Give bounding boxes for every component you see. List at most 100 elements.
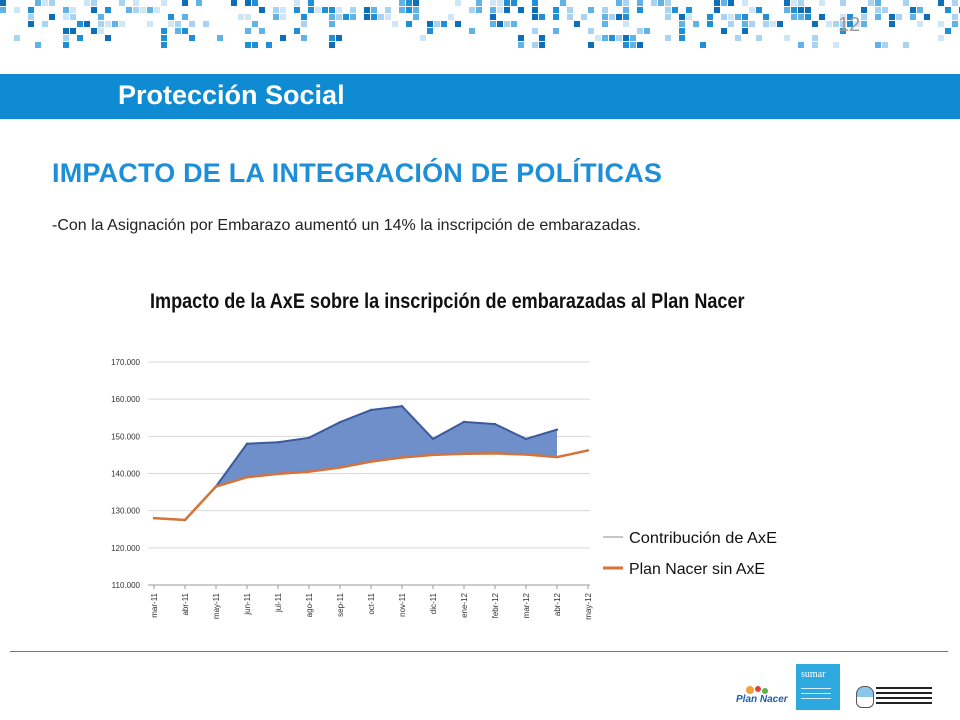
- pixel-square: [875, 42, 881, 48]
- pixel-square: [609, 35, 615, 41]
- pixel-square: [329, 21, 335, 27]
- pixel-square: [532, 42, 538, 48]
- pixel-square: [532, 14, 538, 20]
- pixel-square: [413, 7, 419, 13]
- pixel-square: [805, 14, 811, 20]
- pixel-square: [301, 35, 307, 41]
- pixel-square: [791, 14, 797, 20]
- pixel-square: [385, 7, 391, 13]
- pixel-square: [49, 14, 55, 20]
- pixel-square: [63, 28, 69, 34]
- pixel-square: [413, 14, 419, 20]
- pixel-square: [889, 21, 895, 27]
- pixel-square: [294, 0, 300, 6]
- pixel-square: [364, 14, 370, 20]
- contribution-point: [245, 442, 249, 445]
- pixel-square: [567, 14, 573, 20]
- section-header-bar: Protección Social: [0, 74, 960, 119]
- contribution-area: [154, 406, 557, 520]
- pixel-square: [469, 28, 475, 34]
- x-tick-label: dic-11: [429, 592, 438, 614]
- pixel-square: [294, 28, 300, 34]
- pixel-square: [448, 14, 454, 20]
- pixel-square: [637, 42, 643, 48]
- pixel-square: [749, 7, 755, 13]
- pixel-square: [812, 35, 818, 41]
- pixel-square: [819, 0, 825, 6]
- pixel-square: [14, 7, 20, 13]
- pixel-square: [630, 42, 636, 48]
- pixel-square: [637, 28, 643, 34]
- pixel-square: [350, 14, 356, 20]
- pixel-square: [840, 28, 846, 34]
- pixel-square: [63, 42, 69, 48]
- pixel-square: [875, 7, 881, 13]
- pixel-square: [42, 21, 48, 27]
- pixel-square: [602, 21, 608, 27]
- plan-nacer-point: [400, 456, 404, 459]
- pixel-square: [455, 0, 461, 6]
- pixel-square: [161, 28, 167, 34]
- x-tick-label: mar-12: [522, 592, 531, 618]
- pixel-square: [0, 7, 6, 13]
- pixel-square: [42, 0, 48, 6]
- pixel-square: [532, 28, 538, 34]
- pixel-square: [889, 14, 895, 20]
- pixel-square: [28, 21, 34, 27]
- pixel-square: [469, 7, 475, 13]
- x-tick-label: oct-11: [367, 592, 376, 614]
- pixel-square: [721, 14, 727, 20]
- pixel-square: [756, 35, 762, 41]
- pixel-square: [924, 14, 930, 20]
- pixel-square: [665, 0, 671, 6]
- pixel-square: [196, 0, 202, 6]
- contribution-point: [462, 420, 466, 424]
- pixel-square: [623, 42, 629, 48]
- pixel-square: [14, 35, 20, 41]
- pixel-square: [791, 7, 797, 13]
- pixel-square: [665, 14, 671, 20]
- pixel-square: [938, 21, 944, 27]
- pixel-square: [329, 7, 335, 13]
- pixel-square: [35, 42, 41, 48]
- pixel-square: [777, 21, 783, 27]
- pixel-square: [168, 21, 174, 27]
- pixel-square: [182, 28, 188, 34]
- pixel-square: [728, 21, 734, 27]
- chart-title: Impacto de la AxE sobre la inscripción d…: [150, 290, 745, 313]
- pixel-square: [917, 21, 923, 27]
- pixel-square: [392, 21, 398, 27]
- pixel-square: [133, 7, 139, 13]
- pixel-square: [245, 42, 251, 48]
- pixel-square: [112, 21, 118, 27]
- coat-of-arms-icon: [856, 686, 874, 708]
- pixel-square: [245, 0, 251, 6]
- pixel-square: [686, 7, 692, 13]
- pixel-square: [490, 21, 496, 27]
- pixel-square: [679, 21, 685, 27]
- pixel-square: [252, 21, 258, 27]
- pixel-square: [182, 14, 188, 20]
- pixel-square: [84, 0, 90, 6]
- contribution-point: [276, 441, 280, 444]
- pixel-square: [539, 42, 545, 48]
- plan-nacer-logo-text: Plan Nacer: [736, 694, 788, 705]
- pixel-square: [511, 21, 517, 27]
- pixel-square: [301, 21, 307, 27]
- pixel-square: [581, 14, 587, 20]
- pixel-square: [630, 35, 636, 41]
- pixel-square: [35, 0, 41, 6]
- decorative-pixel-band: [0, 0, 960, 48]
- pixel-square: [616, 35, 622, 41]
- y-tick-label: 130.000: [111, 507, 140, 516]
- pixel-square: [693, 21, 699, 27]
- pixel-square: [504, 0, 510, 6]
- pixel-square: [847, 21, 853, 27]
- x-tick-label: nov-11: [398, 592, 407, 616]
- pixel-square: [791, 0, 797, 6]
- pixel-square: [714, 0, 720, 6]
- pixel-square: [420, 35, 426, 41]
- pixel-square: [805, 7, 811, 13]
- pixel-square: [798, 0, 804, 6]
- section-title: Protección Social: [118, 80, 345, 110]
